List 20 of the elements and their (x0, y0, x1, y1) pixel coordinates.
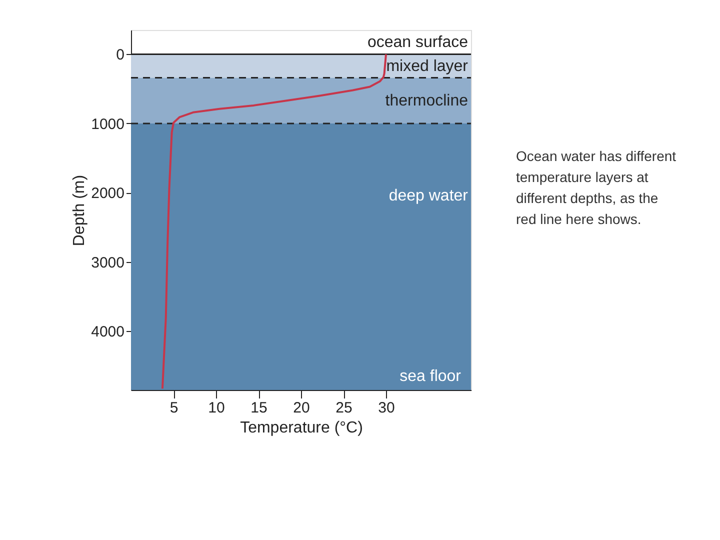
text: Ocean water has different temperature layers at different depths, as the red line here shows. (516, 148, 676, 227)
x-tick-label: 30 (378, 400, 395, 416)
y-tick-label: 0 (116, 46, 124, 64)
y-axis-title: Depth (m) (71, 174, 88, 246)
x-axis-title: Temperature (°C) (240, 420, 363, 436)
annotation: sea floor (400, 368, 462, 385)
y-tick-label: 4000 (91, 324, 124, 341)
x-tick-label: 25 (336, 400, 352, 416)
band-label: mixed layer (386, 58, 469, 75)
y-tick-label: 2000 (91, 185, 124, 202)
band-label: thermocline (385, 92, 468, 110)
y-tick-label: 3000 (91, 254, 124, 272)
ref-line-label: ocean surface (367, 34, 468, 52)
x-tick-label: 15 (250, 400, 268, 416)
y-tick-label: 1000 (91, 116, 124, 133)
band-label: deep water (388, 187, 469, 204)
line-series (161, 53, 387, 390)
x-tick-label: 5 (170, 400, 178, 416)
x-tick-label: 10 (208, 400, 225, 416)
x-tick-label: 20 (293, 400, 310, 416)
